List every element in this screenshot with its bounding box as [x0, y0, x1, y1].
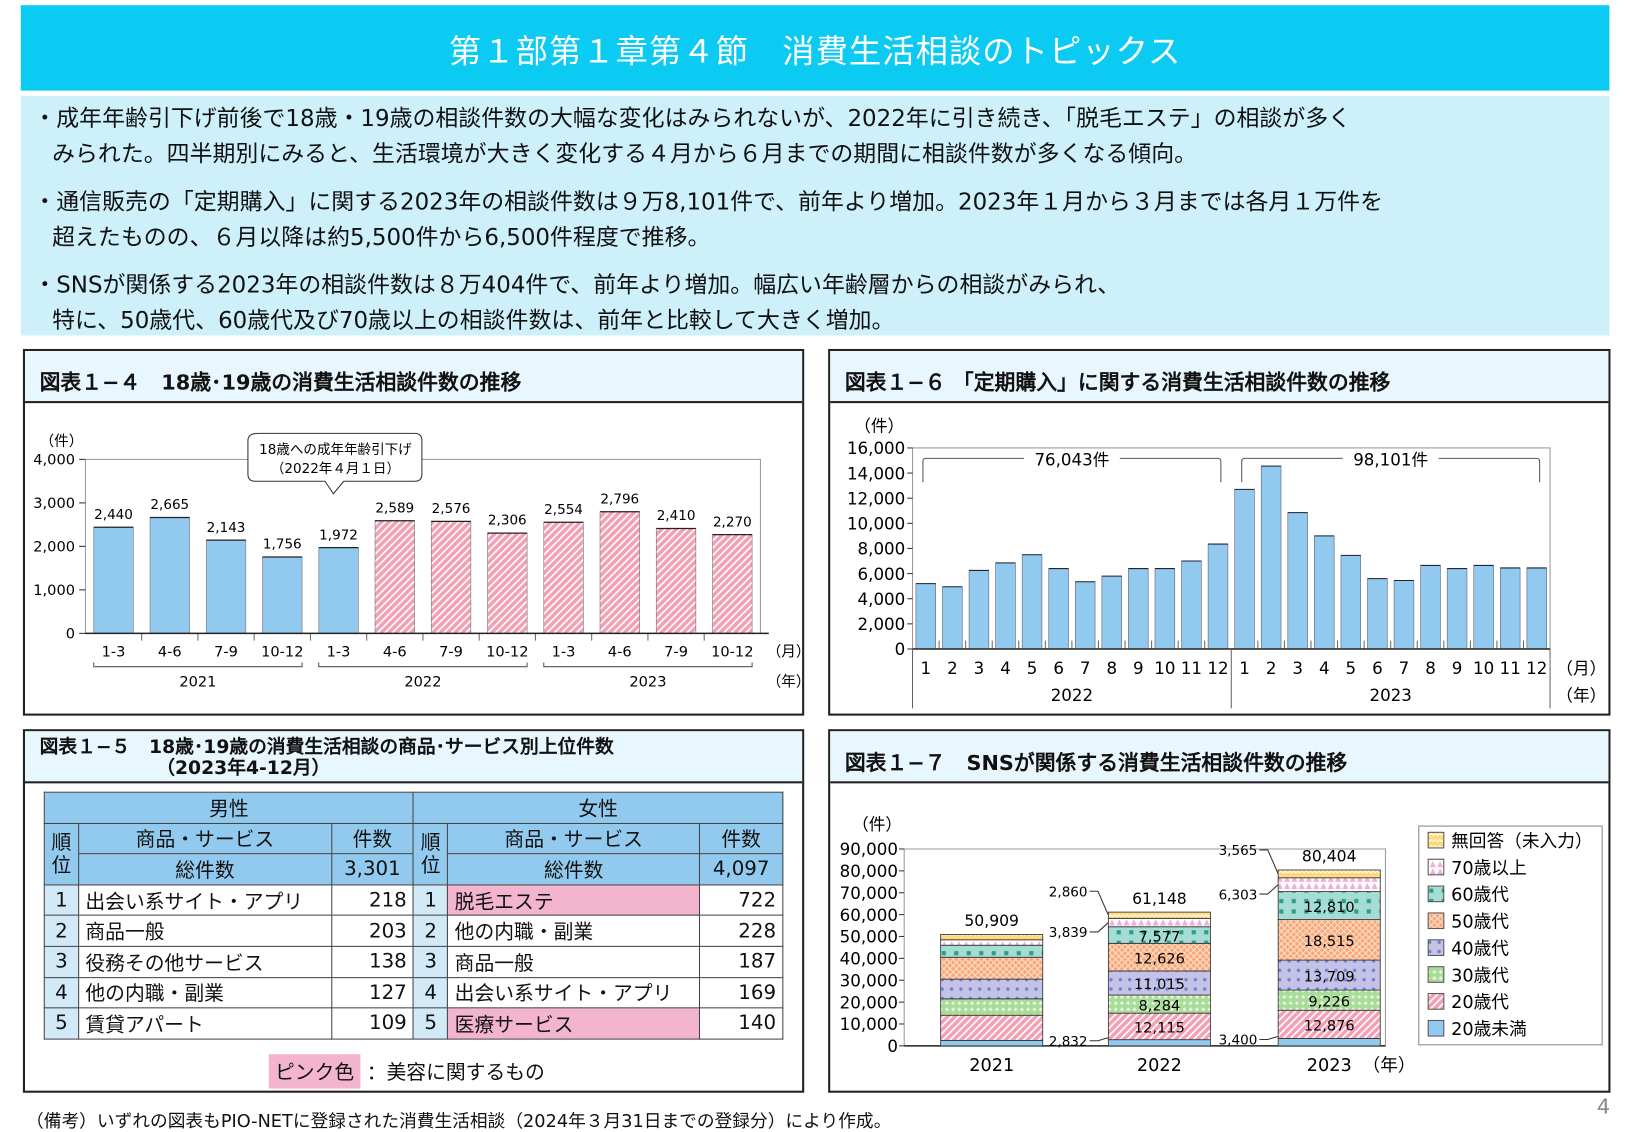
bullet-line: ・通信販売の「定期購入」に関する2023年の相談件数は９万8,101件で、前年よ… — [33, 189, 1384, 216]
bullet-line: 特に、50歳代、60歳代及び70歳以上の相談件数は、前年と比較して大きく増加。 — [52, 308, 895, 335]
figure-subtitle: （2023年4-12月） — [156, 757, 331, 780]
item-cell: 商品一般 — [78, 915, 332, 947]
figure-title: 図表１−４ 18歳･19歳の消費生活相談件数の推移 — [25, 351, 803, 404]
total-label: 総件数 — [78, 853, 332, 886]
rank-cell: 1 — [413, 884, 449, 917]
rank-header: 順位 — [413, 822, 449, 886]
rank-cell: 2 — [43, 915, 80, 947]
count-cell: 722 — [698, 884, 784, 917]
figure-1-6-panel: 図表１−６ 「定期購入」に関する消費生活相談件数の推移 — [828, 348, 1611, 716]
female-total: 4,097 — [698, 853, 784, 886]
count-cell: 140 — [698, 1007, 784, 1040]
count-cell: 187 — [698, 945, 784, 978]
page-title: 第１部第１章第４節 消費生活相談のトピックス — [20, 5, 1610, 91]
item-cell: 脱毛エステ — [447, 884, 701, 917]
top-items-table: 男性 女性 順位 商品・サービス 件数 順位 商品・サービス 件数 総件数 3,… — [43, 791, 784, 1040]
table-row: 2 商品一般 203 2 他の内職・副業 228 — [43, 915, 784, 947]
footnote: （備考）いずれの図表もPIO-NETに登録された消費生活相談（2024年３月31… — [26, 1111, 892, 1132]
rank-header: 順位 — [43, 822, 80, 886]
figure-1-7-panel: 図表１−７ SNSが関係する消費生活相談件数の推移 — [828, 729, 1611, 1093]
figure-1-4-panel: 図表１−４ 18歳･19歳の消費生活相談件数の推移 — [22, 348, 805, 716]
count-cell: 203 — [330, 915, 415, 947]
total-label: 総件数 — [447, 853, 701, 886]
table-row: 3 役務その他サービス 138 3 商品一般 187 — [43, 945, 784, 978]
page-number: 4 — [1596, 1093, 1611, 1119]
count-cell: 109 — [330, 1007, 415, 1040]
summary-bullet: ・成年年齢引下げ前後で18歳・19歳の相談件数の大幅な変化はみられないが、202… — [33, 102, 1597, 173]
rank-cell: 2 — [413, 915, 449, 947]
item-cell: 他の内職・副業 — [447, 915, 701, 947]
bullet-line: みられた。四半期別にみると、生活環境が大きく変化する４月から６月までの期間に相談… — [52, 141, 1198, 168]
count-header: 件数 — [698, 822, 784, 855]
bullet-line: ・成年年齢引下げ前後で18歳・19歳の相談件数の大幅な変化はみられないが、202… — [33, 106, 1352, 133]
female-header: 女性 — [413, 791, 784, 824]
summary-bullet: ・通信販売の「定期購入」に関する2023年の相談件数は９万8,101件で、前年よ… — [33, 185, 1597, 256]
pink-swatch: ピンク色 — [268, 1054, 361, 1089]
table-row: 5 賃貸アパート 109 5 医療サービス 140 — [43, 1007, 784, 1040]
rank-cell: 3 — [413, 945, 449, 978]
rank-cell: 1 — [43, 884, 80, 917]
rank-cell: 4 — [43, 976, 80, 1009]
item-header: 商品・サービス — [78, 822, 332, 855]
highlight-legend: ピンク色 ：美容に関するもの — [268, 1054, 545, 1089]
item-cell: 賃貸アパート — [78, 1007, 332, 1040]
rank-cell: 3 — [43, 945, 80, 978]
item-cell: 他の内職・副業 — [78, 976, 332, 1009]
figure-title-text: 図表１−５ 18歳･19歳の消費生活相談の商品･サービス別上位件数 — [39, 736, 614, 759]
count-cell: 127 — [330, 976, 415, 1009]
table-row: 1 出会い系サイト・アプリ 218 1 脱毛エステ 722 — [43, 884, 784, 917]
rank-cell: 5 — [413, 1007, 449, 1040]
bullet-line: ・SNSが関係する2023年の相談件数は８万404件で、前年より増加。幅広い年齢… — [33, 272, 1121, 299]
figure-title: 図表１−６ 「定期購入」に関する消費生活相談件数の推移 — [830, 351, 1609, 404]
item-cell: 商品一般 — [447, 945, 701, 978]
item-cell: 医療サービス — [447, 1007, 701, 1040]
legend-text: ：美容に関するもの — [366, 1061, 545, 1085]
count-cell: 218 — [330, 884, 415, 917]
rank-cell: 4 — [413, 976, 449, 1009]
item-cell: 出会い系サイト・アプリ — [78, 884, 332, 917]
table-row: 4 他の内職・副業 127 4 出会い系サイト・アプリ 169 — [43, 976, 784, 1009]
item-cell: 出会い系サイト・アプリ — [447, 976, 701, 1009]
item-header: 商品・サービス — [447, 822, 701, 855]
count-header: 件数 — [330, 822, 415, 855]
count-cell: 169 — [698, 976, 784, 1009]
male-header: 男性 — [43, 791, 415, 824]
figure-title: 図表１−５ 18歳･19歳の消費生活相談の商品･サービス別上位件数 （2023年4… — [25, 731, 803, 784]
summary-bullet: ・SNSが関係する2023年の相談件数は８万404件で、前年より増加。幅広い年齢… — [33, 269, 1597, 340]
rank-cell: 5 — [43, 1007, 80, 1040]
summary-box: ・成年年齢引下げ前後で18歳・19歳の相談件数の大幅な変化はみられないが、202… — [20, 95, 1610, 336]
bullet-line: 超えたものの、６月以降は約5,500件から6,500件程度で推移。 — [52, 225, 711, 252]
count-cell: 138 — [330, 945, 415, 978]
count-cell: 228 — [698, 915, 784, 947]
figure-title: 図表１−７ SNSが関係する消費生活相談件数の推移 — [830, 731, 1609, 784]
male-total: 3,301 — [330, 853, 415, 886]
item-cell: 役務その他サービス — [78, 945, 332, 978]
